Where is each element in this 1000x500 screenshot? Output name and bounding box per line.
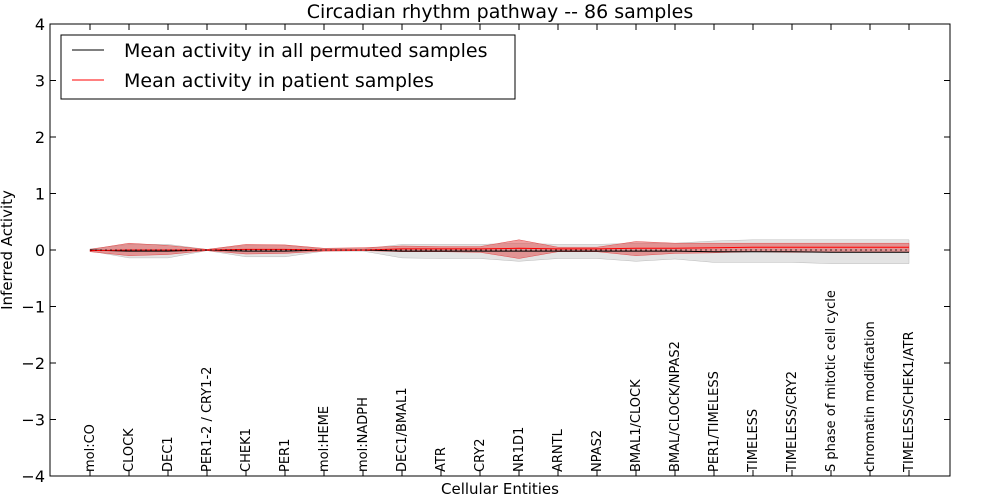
y-tick-label: −4 <box>21 467 45 486</box>
x-tick-label: mol:HEME <box>317 406 332 472</box>
x-tick-label: BMAL/CLOCK/NPAS2 <box>668 341 683 472</box>
legend-label-patient: Mean activity in patient samples <box>124 70 434 92</box>
y-tick-label: −1 <box>21 298 45 317</box>
x-axis-label: Cellular Entities <box>441 480 559 498</box>
x-tick-label: ARNTL <box>551 428 566 472</box>
y-tick-label: 1 <box>35 185 45 204</box>
x-tick-label: CRY2 <box>473 439 488 473</box>
y-tick-label: 0 <box>35 241 45 260</box>
x-tick-label: S phase of mitotic cell cycle <box>824 290 839 472</box>
x-tick-label: ATR <box>434 447 449 472</box>
plot-area <box>89 239 910 264</box>
legend-label-permuted: Mean activity in all permuted samples <box>124 40 487 62</box>
x-tick-label: CLOCK <box>122 428 137 472</box>
y-tick-label: −3 <box>21 411 45 430</box>
x-tick-label: mol:CO <box>83 424 98 472</box>
x-tick-label: NPAS2 <box>590 430 605 472</box>
x-tick-label: NR1D1 <box>512 427 527 472</box>
x-tick-label: TIMELESS/CHEK1/ATR <box>902 331 917 473</box>
legend-box <box>60 34 516 100</box>
series-0-line <box>89 249 909 253</box>
y-tick-label: −2 <box>21 354 45 373</box>
x-tick-label: chromatin modification <box>863 321 878 472</box>
y-tick-label: 3 <box>35 72 45 91</box>
chart-title: Circadian rhythm pathway -- 86 samples <box>307 1 694 23</box>
x-tick-label: DEC1/BMAL1 <box>395 388 410 473</box>
x-tick-label: PER1/TIMELESS <box>707 371 722 472</box>
x-tick-label: CHEK1 <box>239 428 254 472</box>
y-tick-label: 2 <box>35 128 45 147</box>
y-axis-label: Inferred Activity <box>0 190 16 310</box>
x-tick-label: PER1-2 / CRY1-2 <box>200 367 215 472</box>
axis-layer: −4 −3 −2 −1 0 1 2 3 4 mol:CO CLOCK DEC1 PER1-2 / CRY… <box>21 15 950 486</box>
x-tick-label: TIMELESS <box>746 409 761 473</box>
x-tick-label: TIMELESS/CRY2 <box>785 371 800 473</box>
legend: Mean activity in all permuted samples Me… <box>60 34 516 100</box>
x-tick-label: mol:NADPH <box>356 397 371 472</box>
x-tick-label: BMAL1/CLOCK <box>629 379 644 472</box>
x-tick-label: DEC1 <box>161 436 176 472</box>
x-tick-label: PER1 <box>278 439 293 472</box>
y-tick-label: 4 <box>35 15 45 34</box>
